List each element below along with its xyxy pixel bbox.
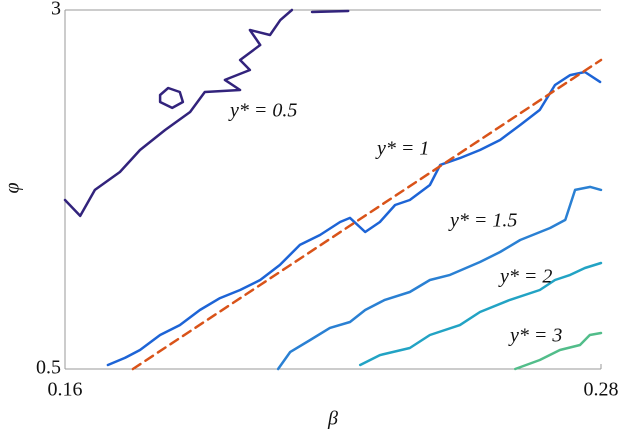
contour-line	[106, 70, 602, 367]
x-tick-label: 0.28	[584, 379, 619, 401]
x-tick-label: 0.16	[48, 379, 83, 401]
reference-line	[131, 58, 603, 371]
y-tick-label: 3	[51, 0, 61, 20]
contour-label: y* = 2	[498, 266, 552, 288]
y-tick-label: 0.5	[36, 357, 61, 379]
x-axis-label: β	[327, 408, 338, 430]
contour-label: y* = 1	[375, 138, 429, 160]
contour-label: y* = 3	[508, 325, 562, 347]
contour-line	[358, 261, 603, 367]
contour-line	[63, 8, 350, 218]
contour-label: y* = 0.5	[228, 100, 297, 122]
y-axis-label: φ	[2, 182, 24, 193]
contour-line	[276, 185, 603, 371]
contour-label: y* = 1.5	[448, 210, 517, 232]
contour-line	[513, 331, 603, 371]
